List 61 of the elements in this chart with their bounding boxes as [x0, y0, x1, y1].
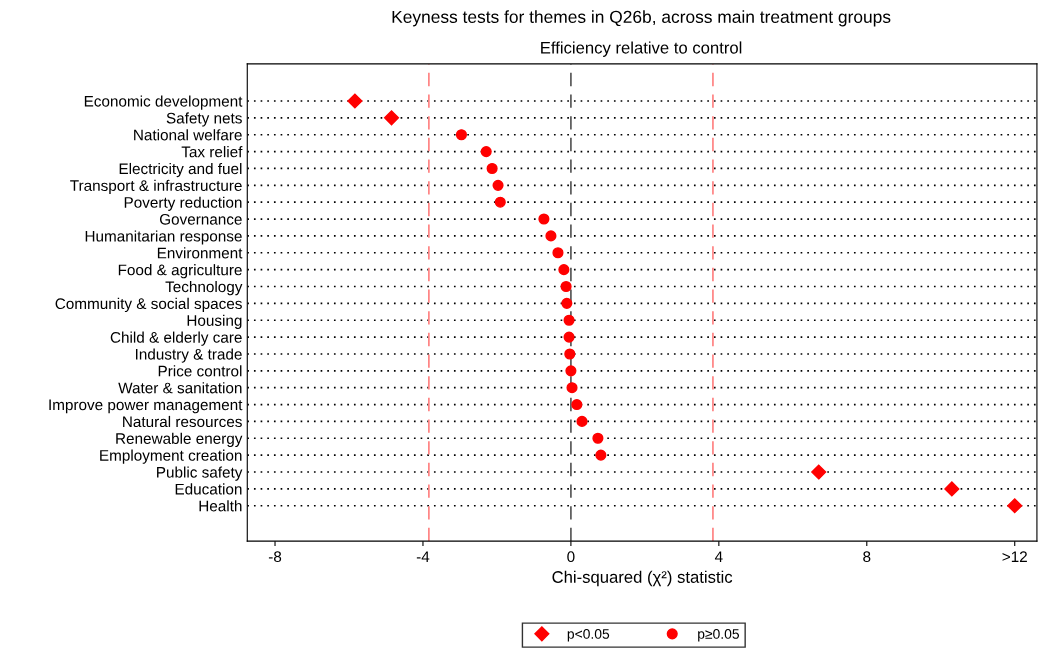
point	[492, 179, 504, 191]
x-tick-label: 0	[567, 551, 575, 563]
y-tick-label: Safety nets	[166, 112, 242, 127]
chart-title: Keyness tests for themes in Q26b, across main treatment groups	[392, 10, 891, 27]
y-tick-label: Renewable energy	[116, 432, 243, 447]
y-tick-label: Public safety	[157, 466, 243, 481]
y-tick-label: Price control	[158, 365, 242, 377]
chart-subtitle: Efficiency relative to control	[541, 41, 742, 57]
point	[563, 331, 575, 343]
point	[480, 146, 492, 158]
point	[563, 314, 575, 326]
y-tick-label: Industry & trade	[135, 348, 242, 363]
y-tick-label: Improve power management	[49, 399, 243, 414]
x-tick-label: 4	[714, 551, 723, 562]
y-tick-label: Governance	[159, 213, 242, 225]
y-tick-label: National welfare	[134, 129, 242, 141]
y-tick-label: Tax relief	[181, 146, 243, 158]
y-tick-label: Natural resources	[123, 415, 242, 428]
x-axis-title: Chi-squared (χ²) statistic	[552, 570, 733, 587]
point	[564, 348, 576, 360]
y-tick-label: Technology	[165, 280, 243, 296]
point	[383, 110, 400, 126]
point	[571, 399, 583, 411]
y-tick-label: Transport & infrastructure	[70, 179, 242, 195]
point	[347, 93, 363, 109]
point	[592, 432, 604, 444]
point	[545, 230, 557, 242]
legend-label: p≥0.05	[698, 629, 740, 642]
point	[455, 129, 467, 141]
point	[811, 464, 827, 480]
y-tick-label: Health	[199, 500, 242, 512]
point	[494, 196, 506, 208]
x-tick-label: 8	[863, 551, 871, 563]
y-tick-label: Poverty reduction	[124, 196, 242, 211]
point	[486, 162, 498, 175]
y-tick-label: Employment creation	[100, 449, 242, 464]
x-tick-label: >12	[1002, 551, 1027, 562]
y-tick-label: Environment	[157, 247, 243, 259]
y-tick-label: Education	[175, 483, 242, 495]
point	[538, 213, 550, 225]
legend-label: p<0.05	[567, 629, 610, 642]
point	[552, 247, 564, 259]
y-tick-label: Food & agriculture	[118, 264, 242, 279]
point	[565, 365, 577, 377]
point	[558, 264, 570, 276]
point	[944, 481, 960, 497]
point	[566, 382, 578, 394]
point	[576, 415, 588, 427]
x-tick-label: -4	[416, 551, 430, 562]
point	[560, 280, 572, 293]
y-tick-label: Community & social spaces	[55, 297, 242, 313]
y-tick-label: Economic development	[84, 95, 243, 110]
y-tick-label: Electricity and fuel	[119, 162, 242, 178]
point	[561, 297, 573, 309]
y-tick-label: Water & sanitation	[118, 382, 242, 394]
y-tick-label: Humanitarian response	[85, 230, 242, 245]
point	[1007, 498, 1023, 514]
point	[595, 449, 607, 461]
x-tick-label: -8	[268, 551, 282, 563]
y-tick-label: Child & elderly care	[110, 331, 242, 346]
y-tick-label: Housing	[187, 314, 242, 329]
